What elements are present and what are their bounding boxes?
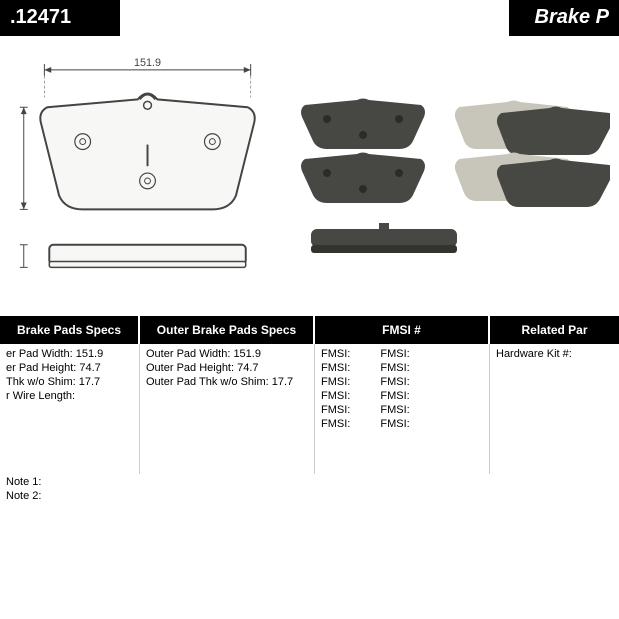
part-number: .12471: [0, 0, 120, 36]
hardware-kit: Hardware Kit #:: [496, 348, 613, 360]
fmsi-col: FMSI: FMSI: FMSI: FMSI: FMSI: FMSI: FMSI: FMSI…: [315, 344, 490, 474]
spec-header-inner: Brake Pads Specs: [0, 316, 140, 344]
width-dimension: 151.9: [134, 57, 161, 69]
inner-wire: r Wire Length:: [6, 390, 133, 402]
outer-thk: Outer Pad Thk w/o Shim: 17.7: [146, 376, 308, 388]
fmsi-row: FMSI:: [380, 390, 409, 402]
fmsi-row: FMSI:: [380, 418, 409, 430]
outer-thk-value: 17.7: [272, 376, 293, 388]
outer-width: Outer Pad Width: 151.9: [146, 348, 308, 360]
inner-specs-col: er Pad Width: 151.9 er Pad Height: 74.7 …: [0, 344, 140, 474]
inner-thk-value: 17.7: [79, 376, 100, 388]
note-2: Note 2:: [6, 490, 613, 502]
inner-height: er Pad Height: 74.7: [6, 362, 133, 374]
inner-width-value: 151.9: [76, 348, 104, 360]
outer-width-value: 151.9: [233, 348, 261, 360]
fmsi-row: FMSI:: [321, 418, 350, 430]
spec-header-outer: Outer Brake Pads Specs: [140, 316, 315, 344]
pad-set-front: [299, 93, 429, 213]
fmsi-row: FMSI:: [321, 348, 350, 360]
note-1: Note 1:: [6, 476, 613, 488]
spec-header-related: Related Par: [490, 316, 619, 344]
pad-photo-edge: [309, 223, 459, 259]
inner-height-value: 74.7: [79, 362, 100, 374]
fmsi-row: FMSI:: [380, 348, 409, 360]
fmsi-row: FMSI:: [380, 404, 409, 416]
fmsi-row: FMSI:: [321, 362, 350, 374]
related-col: Hardware Kit #:: [490, 344, 619, 474]
fmsi-row: FMSI:: [380, 376, 409, 388]
inner-thk-label: Thk w/o Shim:: [6, 376, 76, 388]
notes-section: Note 1: Note 2:: [0, 474, 619, 506]
page-title: Brake P: [509, 0, 619, 36]
fmsi-row: FMSI:: [380, 362, 409, 374]
spec-header-row: Brake Pads Specs Outer Brake Pads Specs …: [0, 316, 619, 344]
outer-width-label: Outer Pad Width:: [146, 348, 230, 360]
outer-thk-label: Outer Pad Thk w/o Shim:: [146, 376, 269, 388]
fmsi-row: FMSI:: [321, 376, 350, 388]
photo-row-top: [293, 93, 615, 213]
inner-wire-label: r Wire Length:: [6, 390, 75, 402]
outer-height: Outer Pad Height: 74.7: [146, 362, 308, 374]
outer-height-value: 74.7: [237, 362, 258, 374]
pad-photo-front: [299, 93, 429, 203]
pad-set-angled: [450, 93, 610, 213]
spec-header-fmsi: FMSI #: [315, 316, 490, 344]
header-spacer: [120, 0, 509, 36]
image-area: 151.9: [0, 36, 619, 316]
fmsi-row: FMSI:: [321, 390, 350, 402]
outer-specs-col: Outer Pad Width: 151.9 Outer Pad Height:…: [140, 344, 315, 474]
inner-height-label: er Pad Height:: [6, 362, 76, 374]
pad-photo-angled: [450, 93, 610, 213]
fmsi-row: FMSI:: [321, 404, 350, 416]
brake-pad-diagram: 151.9: [10, 44, 285, 308]
spec-body-row: er Pad Width: 151.9 er Pad Height: 74.7 …: [0, 344, 619, 474]
inner-width-label: er Pad Width:: [6, 348, 73, 360]
header-bar: .12471 Brake P: [0, 0, 619, 36]
inner-width: er Pad Width: 151.9: [6, 348, 133, 360]
outer-height-label: Outer Pad Height:: [146, 362, 234, 374]
product-photos: [293, 44, 615, 308]
technical-drawing: 151.9: [4, 44, 285, 308]
photo-row-bottom: [293, 223, 615, 259]
inner-thk: Thk w/o Shim: 17.7: [6, 376, 133, 388]
